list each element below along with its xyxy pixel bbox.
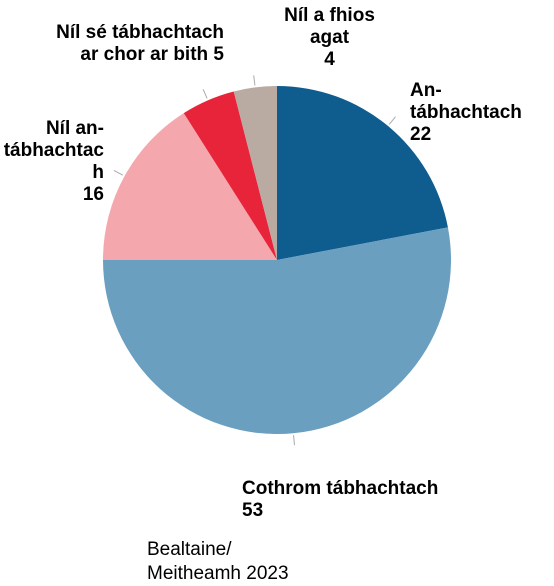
slice-value: 5 [213, 44, 224, 65]
slice-name: Níl an-tábhachtach [3, 118, 104, 183]
slice-value: 53 [242, 500, 264, 521]
pie-slice [103, 113, 277, 260]
pie-slice [277, 86, 448, 260]
slice-name: Níl a fhios agat [284, 5, 375, 48]
slice-label: Cothrom tábhachtach 53 [242, 478, 502, 522]
slice-label: An-tábhachtach 22 [410, 80, 545, 146]
slice-name: Cothrom tábhachtach [242, 478, 439, 499]
leader-line [293, 435, 296, 446]
slice-value: 22 [410, 124, 432, 145]
leader-line [253, 75, 256, 86]
slice-label: Níl a fhios agat 4 [262, 5, 397, 71]
caption: Bealtaine/ Meitheamh 2023 [147, 539, 289, 584]
leader-line [202, 89, 208, 99]
pie-slice [183, 91, 277, 261]
slice-name: An-tábhachtach [410, 80, 522, 123]
slice-value: 16 [82, 184, 104, 205]
slice-value: 4 [324, 49, 335, 70]
leader-line [113, 169, 124, 176]
leader-line [388, 116, 396, 125]
slice-name: Níl sé tábhachtach ar chor ar bith [56, 22, 224, 65]
slice-label: Níl an-tábhachtach 16 [0, 118, 104, 206]
slice-label: Níl sé tábhachtach ar chor ar bith 5 [40, 22, 224, 66]
pie-slice [103, 227, 451, 435]
pie-slice [233, 86, 277, 260]
